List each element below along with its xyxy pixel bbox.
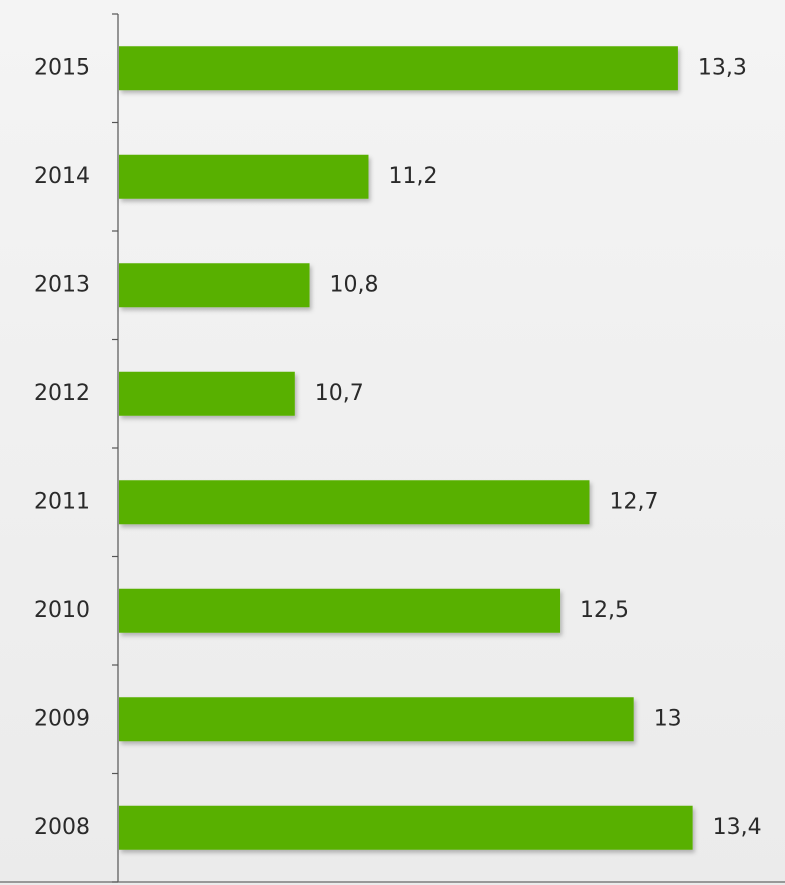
- data-label: 10,7: [315, 381, 364, 406]
- y-tick-label: 2015: [34, 55, 90, 80]
- data-label: 10,8: [330, 272, 379, 297]
- bar-2014: [119, 154, 369, 199]
- y-tick-label: 2010: [34, 598, 90, 623]
- bar-2011: [119, 480, 590, 525]
- bar-2010: [119, 588, 561, 633]
- y-tick-label: 2009: [34, 706, 90, 731]
- y-tick-label: 2014: [34, 164, 90, 189]
- bar-2008: [119, 805, 693, 850]
- data-label: 13,3: [698, 55, 747, 80]
- y-tick-label: 2008: [34, 815, 90, 840]
- data-label: 12,7: [609, 489, 658, 514]
- data-label: 12,5: [580, 598, 629, 623]
- bar-2009: [119, 697, 634, 742]
- data-label: 11,2: [388, 164, 437, 189]
- y-tick-label: 2012: [34, 381, 90, 406]
- y-tick-label: 2013: [34, 272, 90, 297]
- bar-2015: [119, 46, 678, 91]
- bar-2012: [119, 371, 295, 416]
- data-label: 13: [654, 706, 682, 731]
- bar-2013: [119, 263, 310, 308]
- data-label: 13,4: [713, 815, 762, 840]
- y-tick-label: 2011: [34, 489, 90, 514]
